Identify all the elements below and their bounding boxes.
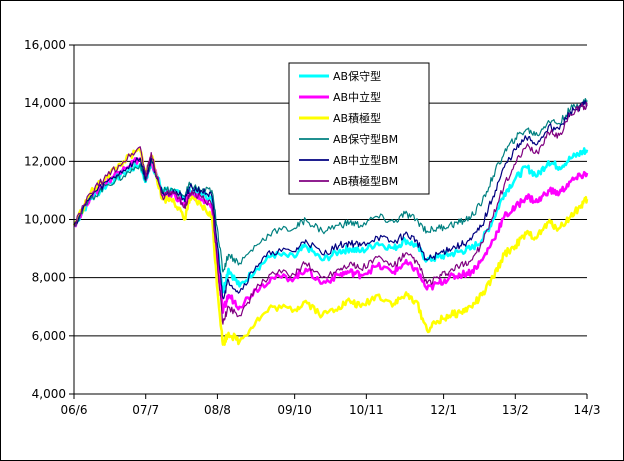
x-tick-label: 07/7 [132, 403, 159, 417]
y-tick-label: 14,000 [24, 96, 66, 110]
x-tick-labels: 06/6 07/7 08/8 09/10 10/11 12/1 13/2 14/3 [61, 403, 601, 417]
legend: AB保守型 AB中立型 AB積極型 AB保守型BM AB中立型BM AB積極型BM [289, 63, 429, 194]
x-tick-label: 09/10 [277, 403, 312, 417]
legend-label: AB保守型BM [333, 132, 398, 146]
legend-label: AB中立型BM [333, 153, 398, 167]
legend-label: AB保守型 [333, 69, 381, 83]
legend-label: AB中立型 [333, 90, 381, 104]
x-tick-label: 12/1 [430, 403, 457, 417]
x-tick-label: 14/3 [574, 403, 601, 417]
x-tick-label: 13/2 [502, 403, 529, 417]
y-tick-label: 12,000 [24, 154, 66, 168]
y-tick-label: 10,000 [24, 213, 66, 227]
y-tick-labels: 4,000 6,000 8,000 10,000 12,000 14,000 16,000 [24, 38, 66, 401]
x-tick-label: 06/6 [61, 403, 88, 417]
legend-label: AB積極型BM [333, 174, 398, 188]
legend-label: AB積極型 [333, 111, 381, 125]
y-tick-label: 4,000 [32, 387, 66, 401]
y-tick-label: 16,000 [24, 38, 66, 52]
x-tick-label: 08/8 [204, 403, 231, 417]
x-tick-label: 10/11 [349, 403, 384, 417]
y-tick-label: 8,000 [32, 271, 66, 285]
y-tick-label: 6,000 [32, 329, 66, 343]
